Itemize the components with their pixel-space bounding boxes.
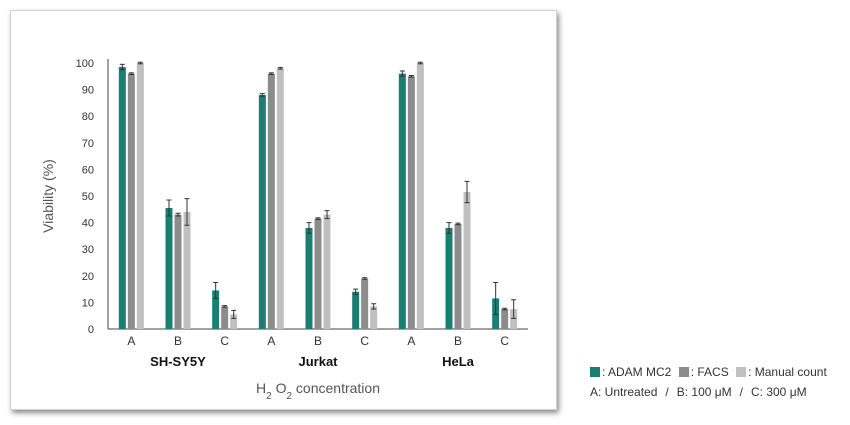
legend-entry-adam: : ADAM MC2 xyxy=(590,365,671,379)
bar xyxy=(258,94,266,329)
bar xyxy=(352,291,360,329)
y-tick-label: 20 xyxy=(82,271,94,283)
bar xyxy=(212,290,220,329)
legend-notes-row: A: Untreated / B: 100 μM / C: 300 μM xyxy=(590,382,831,402)
group-label: HeLa xyxy=(442,354,475,369)
legend-series-row: : ADAM MC2 : FACS : Manual count xyxy=(590,362,831,382)
category-label: C xyxy=(360,334,369,348)
y-tick-label: 10 xyxy=(82,297,94,309)
note-separator: / xyxy=(665,385,669,399)
legend-swatch-adam xyxy=(590,367,600,377)
category-label: C xyxy=(500,334,509,348)
note-untreated: A: Untreated xyxy=(590,385,658,399)
legend-entry-manual: : Manual count xyxy=(736,365,827,379)
bar xyxy=(276,68,284,329)
chart-panel: 0 10 20 30 40 50 60 70 80 90 100 A B C SH-SY5Y A B C Jurka… xyxy=(10,10,557,410)
bar xyxy=(407,76,415,329)
note-separator: / xyxy=(739,385,743,399)
category-label: B xyxy=(314,334,322,348)
bar xyxy=(118,66,126,330)
group-label: SH-SY5Y xyxy=(150,354,206,369)
bar xyxy=(127,73,135,329)
y-tick-label: 80 xyxy=(82,111,94,123)
bar xyxy=(136,63,144,329)
y-tick-label: 0 xyxy=(88,324,94,336)
group-label: Jurkat xyxy=(298,354,338,369)
bar xyxy=(267,73,275,329)
legend-label-manual: : Manual count xyxy=(748,365,827,379)
bar xyxy=(398,73,406,329)
x-axis-title-part: H xyxy=(256,380,266,396)
bar xyxy=(370,306,378,329)
y-axis-title: Viability (%) xyxy=(40,159,56,233)
x-axis-title-part: concentration xyxy=(292,380,380,396)
y-tick-label: 90 xyxy=(82,85,94,97)
y-tick-label: 40 xyxy=(82,218,94,230)
category-label: B xyxy=(454,334,462,348)
legend-label-facs: : FACS xyxy=(690,365,729,379)
y-tick-label: 100 xyxy=(76,58,94,70)
bar xyxy=(416,63,424,329)
y-tick-label: 30 xyxy=(82,244,94,256)
legend-entry-facs: : FACS xyxy=(678,365,729,379)
y-tick-label: 50 xyxy=(82,191,94,203)
bar xyxy=(323,214,331,329)
legend-label-adam: : ADAM MC2 xyxy=(602,365,672,379)
bar xyxy=(183,211,191,329)
bar xyxy=(510,309,518,329)
bar xyxy=(305,227,313,329)
x-axis-title-subscript: 2 xyxy=(286,391,292,402)
note-300um: C: 300 μM xyxy=(751,385,807,399)
y-tick-label: 60 xyxy=(82,164,94,176)
bar xyxy=(501,309,509,329)
bar xyxy=(314,218,322,329)
category-label: A xyxy=(127,334,135,348)
x-axis-title-part: O xyxy=(272,380,287,396)
legend: : ADAM MC2 : FACS : Manual count A: Untr… xyxy=(590,362,831,402)
bar xyxy=(230,314,238,329)
bar xyxy=(463,192,471,329)
x-axis-title: H2 O2 concentration xyxy=(256,380,380,402)
category-label: C xyxy=(220,334,229,348)
y-tick-label: 70 xyxy=(82,138,94,150)
category-label: B xyxy=(174,334,182,348)
bar xyxy=(221,306,229,329)
legend-swatch-facs xyxy=(678,367,689,377)
bar xyxy=(361,278,369,329)
bar-chart: 0 10 20 30 40 50 60 70 80 90 100 A B C SH-SY5Y A B C Jurka… xyxy=(40,58,528,402)
bar xyxy=(174,214,182,329)
x-axis-title-subscript: 2 xyxy=(266,391,272,402)
note-100um: B: 100 μM xyxy=(676,385,732,399)
bar xyxy=(445,227,453,329)
legend-swatch-manual xyxy=(736,367,747,377)
category-label: A xyxy=(267,334,275,348)
category-label: A xyxy=(407,334,415,348)
bar xyxy=(165,207,173,329)
bar xyxy=(454,223,462,329)
